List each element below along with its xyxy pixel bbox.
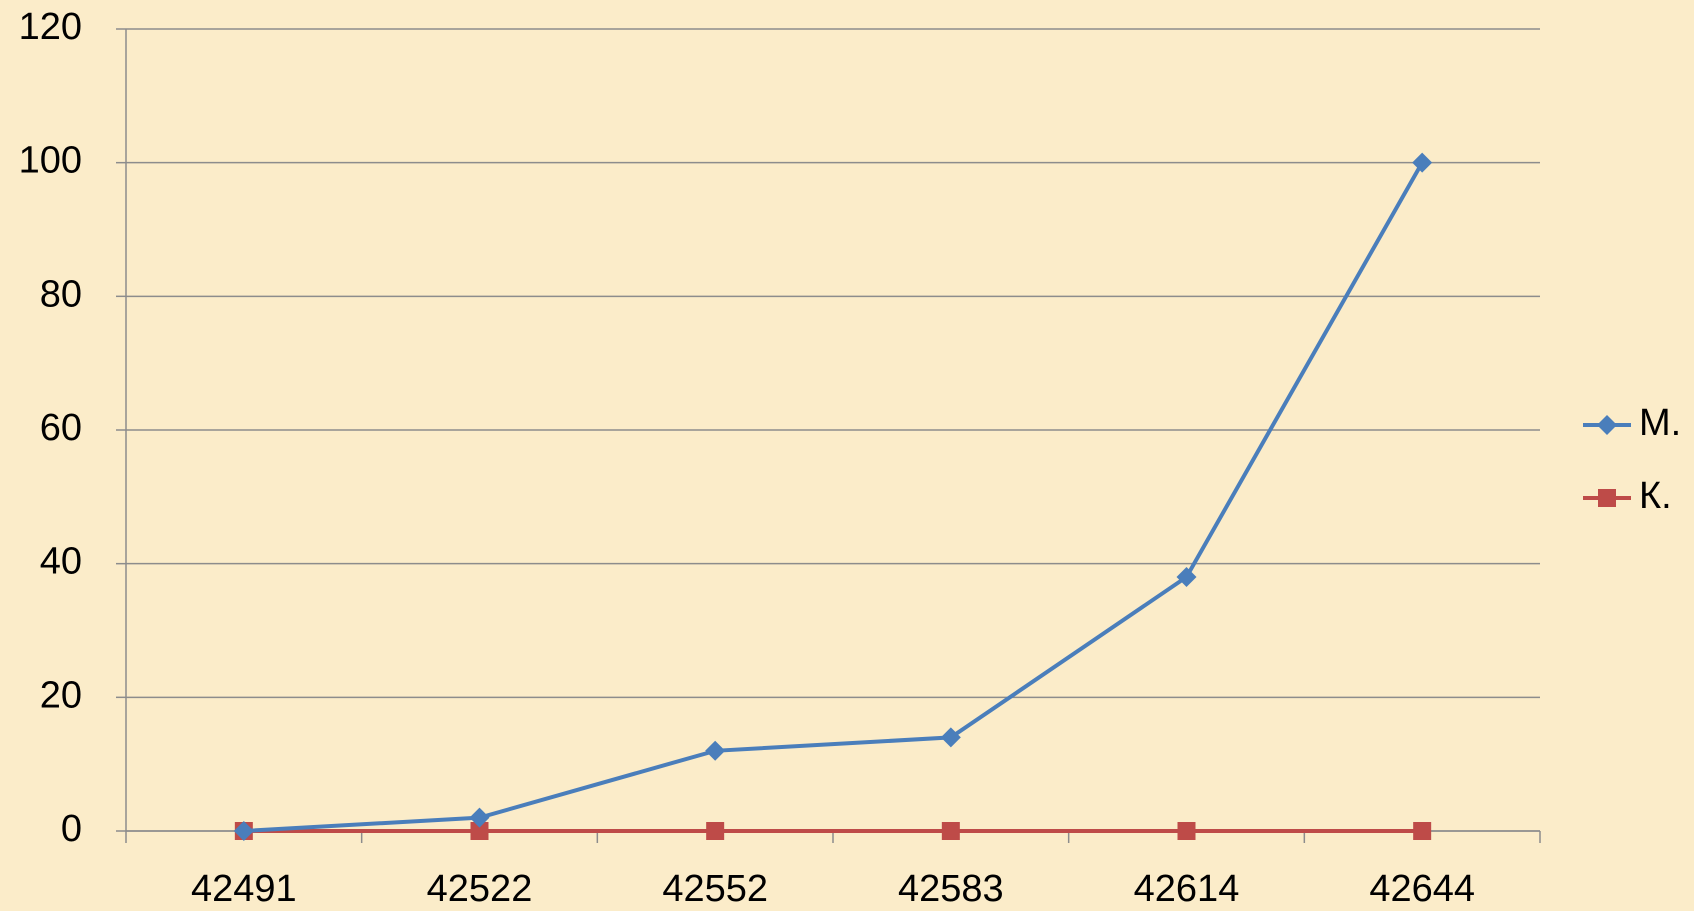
y-tick-label: 20	[40, 674, 82, 716]
data-point	[1176, 567, 1197, 588]
data-point	[469, 807, 490, 828]
data-point	[1177, 822, 1196, 840]
data-point	[1412, 152, 1433, 173]
y-tick-label: 40	[40, 541, 82, 583]
legend-marker	[1598, 489, 1616, 507]
x-tick-label: 42583	[898, 868, 1004, 910]
series-line	[243, 161, 1424, 833]
data-point	[940, 727, 961, 748]
data-point	[233, 821, 254, 841]
y-tick-label: 120	[19, 6, 82, 48]
legend-label: К.	[1639, 475, 1672, 517]
data-point	[470, 822, 489, 840]
y-tick-label: 100	[19, 140, 82, 182]
y-tick-label: 80	[40, 273, 82, 315]
data-point	[941, 822, 960, 840]
x-tick-label: 42614	[1134, 868, 1240, 910]
legend-marker	[1597, 415, 1617, 435]
x-tick-label: 42491	[191, 868, 297, 910]
data-point	[706, 822, 725, 840]
y-tick-label: 60	[40, 407, 82, 449]
x-tick-label: 42644	[1369, 868, 1475, 910]
data-point	[705, 740, 726, 761]
y-tick-label: 0	[61, 808, 82, 850]
x-tick-label: 42522	[427, 868, 533, 910]
data-point	[1413, 822, 1432, 840]
x-tick-label: 42552	[662, 868, 768, 910]
legend-label: М.	[1639, 402, 1681, 444]
